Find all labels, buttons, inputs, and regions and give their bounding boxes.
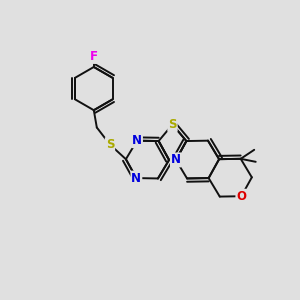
Text: O: O (236, 190, 246, 203)
Text: S: S (106, 138, 114, 151)
Text: N: N (171, 153, 181, 167)
Text: S: S (168, 118, 177, 131)
Text: N: N (132, 134, 142, 147)
Text: F: F (90, 50, 98, 63)
Text: N: N (131, 172, 141, 184)
